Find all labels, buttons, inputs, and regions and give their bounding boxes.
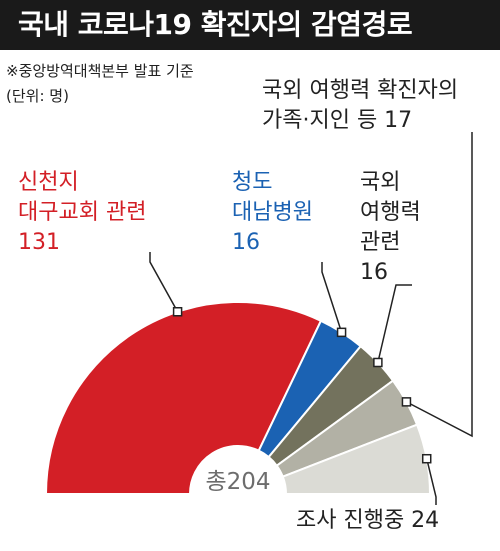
chart-title: 국내 코로나19 확진자의 감염경로	[0, 0, 500, 50]
chart-slices	[44, 301, 432, 495]
label-overseas-line2: 여행력	[360, 200, 421, 225]
label-shincheonji-line1: 신천지	[18, 170, 79, 195]
label-shincheonji: 신천지 대구교회 관련 131	[18, 168, 146, 258]
unit-note: (단위: 명)	[6, 87, 69, 105]
label-family-line1: 국외 여행력 확진자의	[262, 78, 459, 103]
leader-line-investigation	[426, 458, 437, 505]
leader-line-cheongdo	[321, 262, 343, 333]
label-shincheonji-value: 131	[18, 230, 60, 255]
leader-lines	[149, 132, 473, 505]
total-label: 총204	[205, 469, 270, 495]
label-cheongdo-line1: 청도	[232, 170, 273, 195]
leader-marker-cheongdo	[336, 327, 347, 338]
leader-marker-shincheonji	[172, 306, 183, 317]
label-overseas-line1: 국외	[360, 170, 401, 195]
leader-marker-family	[401, 397, 412, 407]
slice-investigation	[281, 423, 432, 495]
leader-line-overseas	[377, 284, 412, 363]
label-shincheonji-line2: 대구교회 관련	[18, 200, 147, 225]
label-cheongdo-value: 16	[232, 230, 260, 255]
slice-shincheonji	[44, 301, 323, 495]
label-overseas-value: 16	[360, 260, 388, 285]
source-note: ※중앙방역대책본부 발표 기준	[6, 62, 194, 80]
leader-line-shincheonji	[149, 252, 179, 313]
leader-marker-investigation	[421, 453, 432, 464]
label-investigation: 조사 진행중 24	[296, 506, 439, 536]
label-family-line2: 가족·지인 등 17	[262, 108, 413, 133]
label-investigation-line1: 조사 진행중 24	[296, 508, 440, 533]
label-overseas-line3: 관련	[360, 230, 401, 255]
label-overseas: 국외 여행력 관련 16	[360, 168, 421, 288]
leader-marker-overseas	[373, 357, 383, 368]
label-cheongdo: 청도 대남병원 16	[232, 168, 313, 258]
label-family: 국외 여행력 확진자의 가족·지인 등 17	[262, 76, 458, 136]
leader-line-family	[406, 132, 473, 438]
label-cheongdo-line2: 대남병원	[232, 200, 313, 225]
